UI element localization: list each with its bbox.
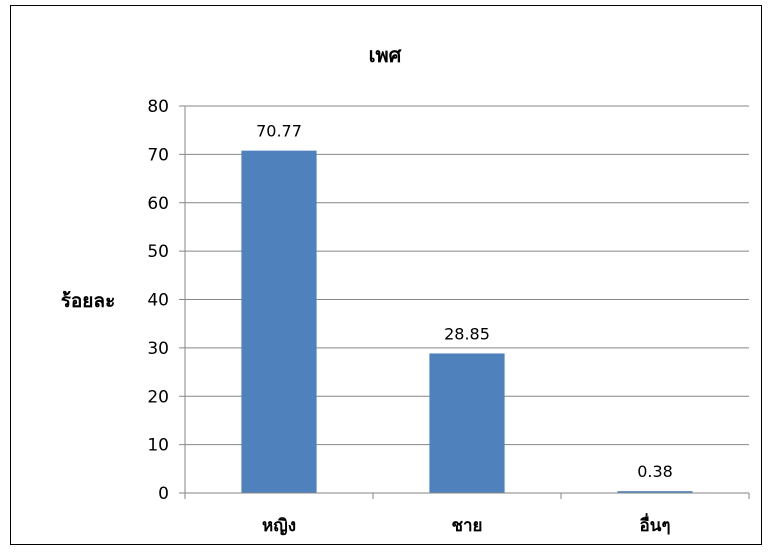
- x-category-label: หญิง: [262, 516, 296, 536]
- y-tick-label: 30: [147, 339, 169, 359]
- chart-frame: [10, 5, 762, 545]
- bar-data-label: 0.38: [637, 462, 673, 481]
- y-axis-ticks: 0 10 20 30 40 50 60 70 80: [147, 97, 185, 504]
- y-axis-label: ร้อยละ: [61, 290, 116, 312]
- y-tick-label: 40: [147, 291, 169, 311]
- x-category-label: อื่นๆ: [640, 513, 671, 536]
- bar: [241, 150, 317, 493]
- bar: [617, 491, 693, 493]
- bar: [429, 353, 505, 493]
- chart-title: เพศ: [369, 43, 403, 67]
- y-tick-label: 10: [147, 436, 169, 456]
- x-axis-categories: หญิง ชาย อื่นๆ: [262, 513, 670, 536]
- y-tick-label: 80: [147, 97, 169, 117]
- y-tick-label: 0: [158, 484, 169, 504]
- x-category-label: ชาย: [451, 516, 482, 536]
- bars: 70.77 28.85 0.38: [241, 122, 693, 493]
- y-tick-label: 60: [147, 194, 169, 214]
- y-tick-label: 50: [147, 242, 169, 262]
- axes: [184, 106, 750, 499]
- y-tick-label: 70: [147, 145, 169, 165]
- bar-data-label: 28.85: [444, 324, 490, 343]
- bar-data-label: 70.77: [256, 122, 302, 141]
- y-tick-label: 20: [147, 387, 169, 407]
